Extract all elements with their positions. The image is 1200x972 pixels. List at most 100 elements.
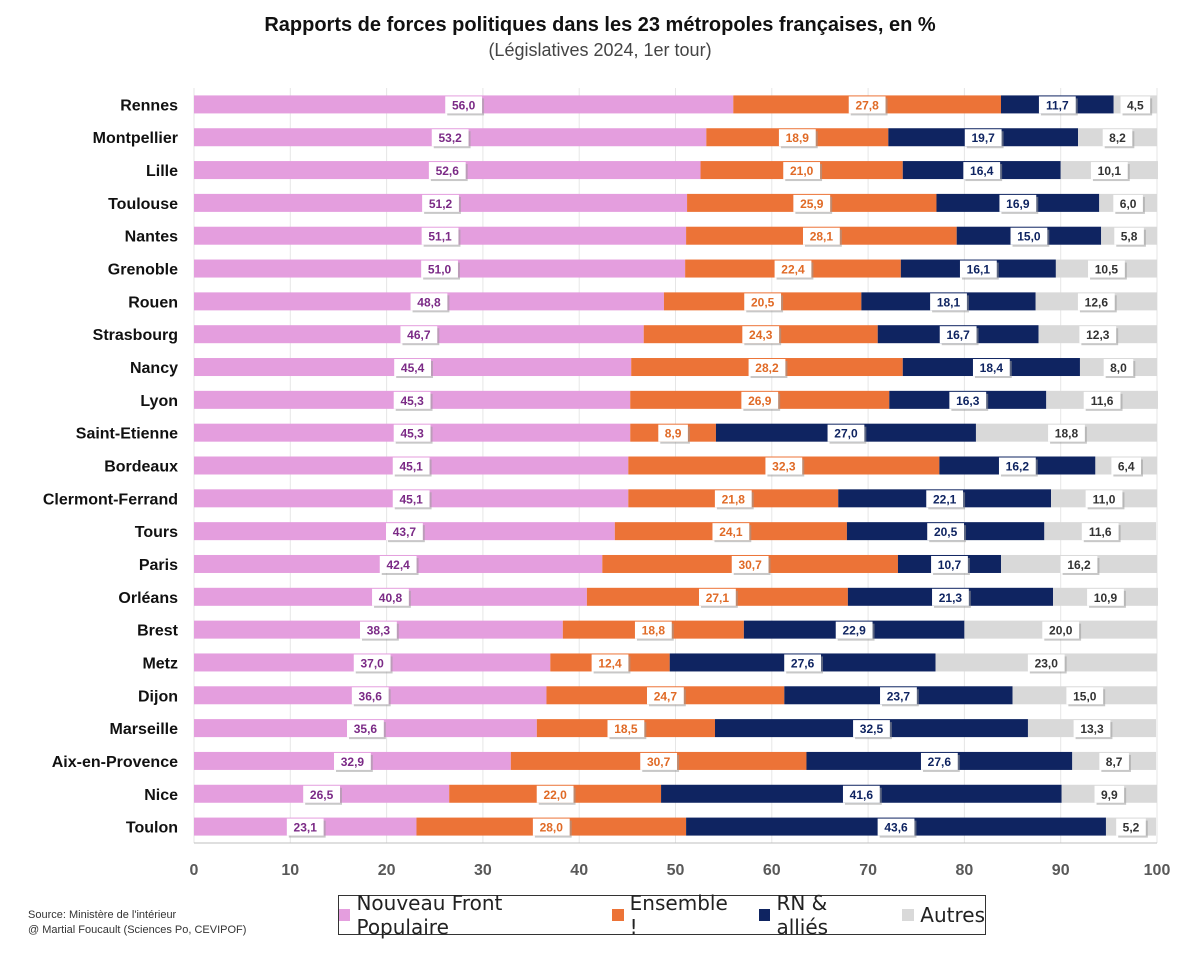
category-label: Lyon — [140, 393, 178, 410]
data-label-box — [1114, 227, 1144, 245]
data-label-box — [1113, 194, 1143, 212]
data-label-box — [1087, 588, 1124, 606]
x-tick-label: 0 — [190, 862, 199, 879]
data-label-box — [400, 326, 438, 344]
data-label: 22,4 — [781, 263, 805, 277]
x-tick-label: 60 — [763, 862, 781, 879]
data-label: 10,7 — [938, 558, 962, 572]
data-label-box — [742, 326, 780, 344]
legend-label-autres: Autres — [920, 903, 985, 927]
category-label: Brest — [137, 623, 179, 640]
chart-subtitle: (Législatives 2024, 1er tour) — [488, 40, 712, 60]
data-label: 13,3 — [1080, 722, 1104, 736]
legend-item-ensemble: Ensemble ! — [612, 891, 737, 939]
data-label-box — [1120, 96, 1151, 114]
data-label-box — [421, 227, 459, 245]
data-label: 8,2 — [1109, 131, 1126, 145]
data-label-box — [963, 162, 1001, 180]
data-label: 37,0 — [360, 656, 384, 670]
legend: Nouveau Front Populaire Ensemble ! RN & … — [338, 891, 986, 939]
data-label-box — [445, 96, 483, 114]
legend-item-rn: RN & alliés — [758, 891, 880, 939]
stacked-bar-chart: 0 10 20 30 40 50 60 70 80 90 100 Rennes 56,0 27,8 11,7… — [43, 88, 1171, 879]
data-label: 18,8 — [642, 624, 666, 638]
category-label: Grenoble — [108, 262, 178, 279]
data-label: 27,6 — [791, 656, 815, 670]
data-label-box — [431, 129, 469, 147]
data-label: 20,0 — [1049, 624, 1073, 638]
data-label-box — [930, 293, 967, 311]
data-label-box — [353, 654, 391, 672]
data-label: 43,7 — [393, 525, 417, 539]
data-label: 42,4 — [386, 558, 410, 572]
data-label: 21,8 — [722, 492, 746, 506]
data-label: 19,7 — [971, 131, 995, 145]
data-label: 48,8 — [417, 295, 441, 309]
category-label: Marseille — [110, 721, 179, 738]
data-label: 45,3 — [400, 427, 424, 441]
data-label: 6,4 — [1118, 460, 1135, 474]
data-label-box — [927, 523, 965, 541]
data-label: 24,7 — [654, 689, 678, 703]
data-label: 53,2 — [438, 131, 462, 145]
data-label-box — [714, 490, 752, 508]
data-label: 16,7 — [946, 328, 970, 342]
x-tick-label: 100 — [1144, 862, 1171, 879]
category-label: Orléans — [118, 590, 178, 607]
x-tick-label: 10 — [281, 862, 299, 879]
source-line-2: @ Martial Foucault (Sciences Po, CEVIPOF… — [28, 924, 247, 936]
source-note: Source: Ministère de l'intérieur @ Marti… — [28, 908, 246, 938]
data-label-box — [360, 621, 397, 639]
data-label: 45,4 — [401, 361, 425, 375]
category-label: Rennes — [120, 97, 178, 114]
data-label-box — [410, 293, 448, 311]
data-label-box — [532, 818, 570, 836]
data-label-box — [783, 162, 821, 180]
data-label-box — [1010, 227, 1048, 245]
data-label-box — [932, 588, 969, 606]
data-label: 45,3 — [400, 394, 424, 408]
category-label: Toulon — [126, 820, 178, 837]
data-label: 45,1 — [399, 492, 423, 506]
data-label: 22,1 — [933, 492, 957, 506]
x-tick-label: 40 — [570, 862, 588, 879]
data-label: 27,8 — [855, 98, 879, 112]
source-line-1: Source: Ministère de l'intérieur — [28, 909, 177, 921]
category-label: Tours — [135, 524, 178, 541]
data-label: 16,1 — [967, 263, 991, 277]
data-label: 9,9 — [1101, 788, 1118, 802]
data-label: 21,3 — [939, 591, 963, 605]
data-label-box — [1111, 457, 1141, 475]
data-label: 11,0 — [1093, 492, 1116, 506]
data-label-box — [765, 457, 803, 475]
data-label-box — [1102, 129, 1133, 147]
data-label-box — [827, 424, 865, 442]
data-label: 46,7 — [407, 328, 431, 342]
data-label: 28,0 — [540, 821, 564, 835]
data-label: 28,2 — [755, 361, 779, 375]
data-label: 27,0 — [834, 427, 858, 441]
data-label-box — [931, 555, 968, 573]
data-label-box — [393, 391, 431, 409]
data-label-box — [744, 293, 782, 311]
category-label: Metz — [142, 655, 178, 672]
data-label: 18,4 — [980, 361, 1004, 375]
data-label: 38,3 — [367, 624, 391, 638]
data-label: 26,9 — [748, 394, 772, 408]
data-label: 35,6 — [354, 722, 378, 736]
category-label: Nancy — [130, 360, 178, 377]
data-label: 32,9 — [341, 755, 365, 769]
legend-swatch-rn — [758, 909, 771, 921]
data-label: 43,6 — [884, 821, 908, 835]
data-label: 12,3 — [1086, 328, 1110, 342]
data-label: 16,2 — [1067, 558, 1091, 572]
category-label: Nantes — [125, 229, 178, 246]
data-label-box — [421, 260, 458, 278]
data-label-box — [741, 391, 779, 409]
data-label-box — [1116, 818, 1146, 836]
data-label: 18,8 — [1055, 427, 1079, 441]
chart-title: Rapports de forces politiques dans les 2… — [264, 14, 936, 36]
data-label: 32,5 — [860, 722, 884, 736]
data-label-box — [286, 818, 324, 836]
x-tick-label: 20 — [378, 862, 396, 879]
